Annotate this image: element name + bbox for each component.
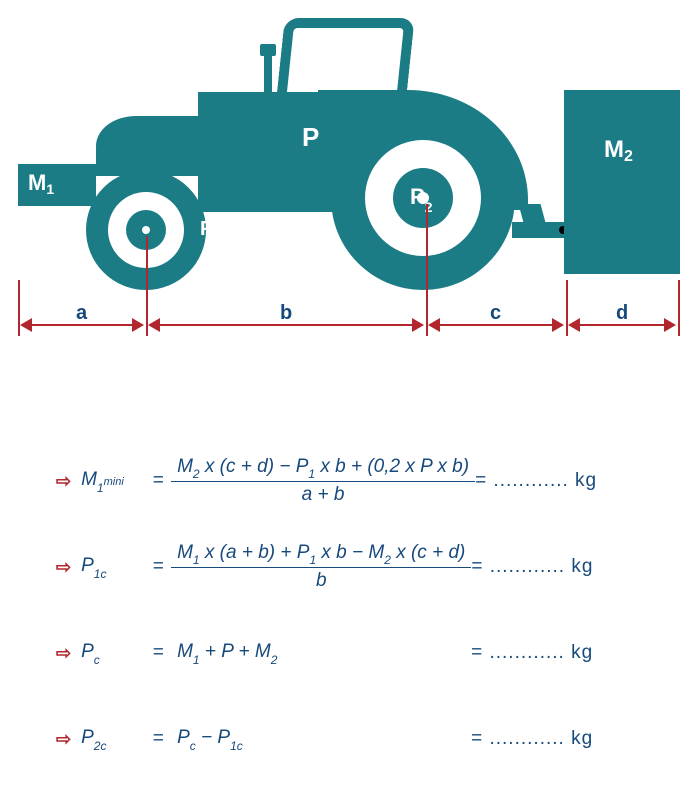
label-P: P	[302, 122, 319, 153]
page: M1 M2 P P1 P2 abcd ⇨M1mini=M2 x (c + d) …	[0, 4, 698, 800]
formula-rhs: Pc − P1c	[171, 727, 471, 751]
tractor-diagram: M1 M2 P P1 P2 a b c d	[18, 4, 678, 364]
equals-sign: =	[145, 556, 171, 578]
dim-label-c: c	[490, 302, 501, 325]
bullet-icon: ⇨	[56, 729, 71, 750]
dim-tick	[678, 280, 680, 336]
formula-row: ⇨ P2c=Pc − P1c= ............ kg	[56, 712, 666, 766]
formula-rhs: M2 x (c + d) − P1 x b + (0,2 x P x b)a +…	[171, 456, 475, 507]
bullet-icon: ⇨	[56, 471, 71, 492]
dim-arrow-right	[664, 318, 676, 332]
tractor-exhaust	[264, 52, 272, 100]
formula-lhs: M1mini	[81, 469, 145, 493]
formula-row: ⇨ P1c=M1 x (a + b) + P1 x b − M2 x (c + d…	[56, 540, 666, 594]
dim-arrow-left	[568, 318, 580, 332]
dim-arrow-right	[412, 318, 424, 332]
formula-lhs: P1c	[81, 555, 145, 579]
formula-result: = ............ kg	[471, 728, 666, 750]
dim-arrow-left	[20, 318, 32, 332]
hitch-lower	[512, 222, 564, 238]
rear-weight-label: M2	[604, 136, 633, 164]
equals-sign: =	[145, 642, 171, 664]
label-P1: P1	[200, 218, 221, 243]
dim-arrow-left	[428, 318, 440, 332]
tractor-cab	[275, 18, 414, 108]
formula-result: = ............ kg	[471, 642, 666, 664]
formula-row: ⇨ M1mini=M2 x (c + d) − P1 x b + (0,2 x P…	[56, 454, 666, 508]
formula-block: ⇨M1mini=M2 x (c + d) − P1 x b + (0,2 x P…	[56, 454, 666, 798]
label-P2: P2	[410, 184, 432, 212]
formula-result: = ............ kg	[475, 470, 666, 492]
dim-arrow-right	[552, 318, 564, 332]
equals-sign: =	[145, 728, 171, 750]
formula-lhs: P2c	[81, 727, 145, 751]
dim-label-b: b	[280, 302, 292, 325]
front-weight-label: M1	[28, 170, 54, 196]
formula-rhs: M1 x (a + b) + P1 x b − M2 x (c + d)b	[171, 542, 471, 593]
bullet-icon: ⇨	[56, 557, 71, 578]
formula-row: ⇨ Pc=M1 + P + M2= ............ kg	[56, 626, 666, 680]
equals-sign: =	[145, 470, 171, 492]
formula-result: = ............ kg	[471, 556, 666, 578]
dimension-bar: a b c d	[18, 302, 678, 350]
dim-label-d: d	[616, 302, 628, 325]
tractor-exhaust-cap	[260, 44, 276, 56]
formula-lhs: Pc	[81, 641, 145, 665]
dim-arrow-right	[132, 318, 144, 332]
rear-weight-box	[564, 90, 680, 274]
formula-rhs: M1 + P + M2	[171, 641, 471, 665]
bullet-icon: ⇨	[56, 643, 71, 664]
dim-arrow-left	[148, 318, 160, 332]
dim-label-a: a	[76, 302, 87, 325]
